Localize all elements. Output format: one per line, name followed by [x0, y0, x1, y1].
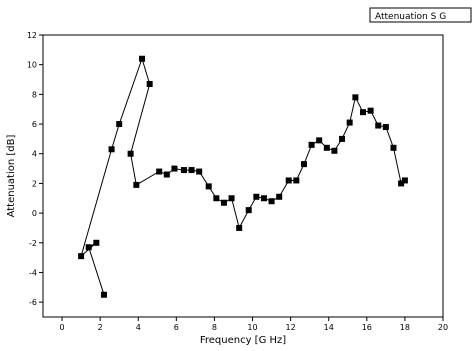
data-point — [367, 107, 374, 114]
data-point — [285, 177, 292, 184]
x-tick-label: 4 — [136, 323, 141, 332]
data-point — [308, 141, 315, 148]
data-point — [139, 55, 146, 62]
data-point — [300, 161, 307, 168]
x-tick-label: 20 — [438, 323, 448, 332]
data-point — [401, 177, 408, 184]
data-point — [205, 183, 212, 190]
y-tick-label: 12 — [27, 31, 37, 40]
legend: Attenuation S G — [369, 7, 472, 23]
x-tick-label: 6 — [174, 323, 179, 332]
data-point — [85, 244, 92, 251]
series-line — [80, 57, 406, 295]
data-point — [260, 195, 267, 202]
data-point — [220, 199, 227, 206]
x-axis-ticks: 0 2 4 6 8 10 12 14 16 18 20 — [60, 317, 448, 332]
data-point — [360, 109, 366, 116]
data-point — [213, 195, 220, 202]
legend-label: Attenuation S G — [375, 12, 446, 22]
data-point — [382, 124, 389, 131]
data-point — [331, 147, 338, 154]
data-point — [146, 80, 153, 87]
y-tick-label: 8 — [32, 90, 37, 99]
data-point — [108, 146, 115, 153]
data-point — [156, 168, 163, 175]
data-point — [93, 239, 100, 246]
data-point — [188, 167, 195, 174]
data-point — [171, 165, 178, 172]
data-point — [293, 177, 300, 184]
x-tick-label: 14 — [324, 323, 334, 332]
data-point — [163, 171, 170, 178]
data-point — [228, 195, 235, 202]
data-point — [352, 94, 359, 101]
x-tick-label: 16 — [362, 323, 372, 332]
data-point — [316, 137, 323, 144]
data-point — [268, 198, 275, 205]
data-point — [276, 193, 283, 200]
data-point — [375, 122, 382, 129]
data-point — [323, 144, 330, 151]
x-tick-label: 2 — [98, 323, 103, 332]
x-axis-title: Frequency [G Hz] — [200, 335, 286, 346]
data-point — [339, 135, 346, 142]
data-point — [245, 207, 252, 214]
data-point — [180, 167, 187, 174]
data-point — [127, 150, 134, 157]
data-point — [100, 291, 107, 298]
x-tick-label: 8 — [212, 323, 217, 332]
y-tick-label: -2 — [29, 239, 37, 248]
legend-box — [369, 7, 472, 23]
plot-frame — [42, 34, 444, 318]
data-point — [390, 144, 397, 151]
x-tick-label: 18 — [400, 323, 410, 332]
data-point — [346, 119, 353, 126]
y-tick-label: 10 — [27, 61, 37, 70]
y-axis-title: Attenuation [dB] — [6, 135, 17, 218]
series-layer — [78, 55, 408, 298]
y-tick-label: 2 — [32, 179, 37, 188]
data-point — [78, 253, 85, 260]
y-tick-label: 6 — [32, 120, 37, 129]
x-tick-label: 12 — [286, 323, 296, 332]
data-point — [253, 193, 260, 200]
x-tick-label: 10 — [247, 323, 257, 332]
data-point — [236, 224, 243, 231]
x-tick-label: 0 — [60, 323, 65, 332]
y-axis-ticks: -6 -4 -2 0 2 4 6 8 10 12 — [27, 31, 43, 307]
data-point — [133, 181, 140, 188]
y-tick-label: 4 — [32, 150, 37, 159]
y-tick-label: 0 — [32, 209, 37, 218]
y-tick-label: -4 — [29, 268, 37, 277]
data-point — [116, 121, 123, 128]
y-tick-label: -6 — [29, 298, 37, 307]
data-point — [398, 180, 405, 187]
data-point — [196, 168, 203, 175]
